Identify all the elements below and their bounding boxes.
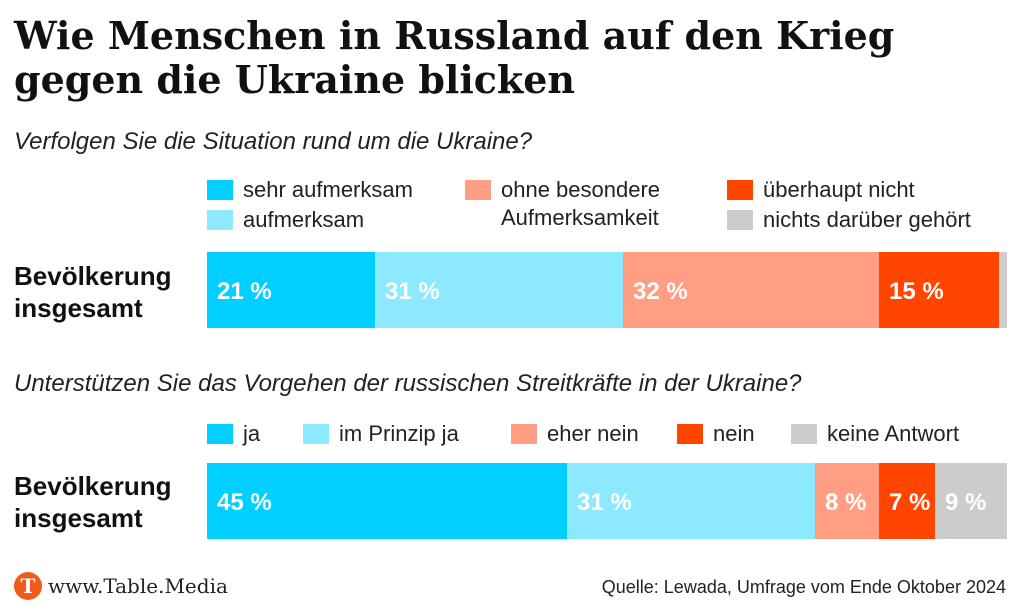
bar-value-label: 1: [1009, 278, 1022, 305]
bar-segment: [879, 252, 999, 328]
legend-label: im Prinzip ja: [339, 421, 459, 446]
chart-1-question: Verfolgen Sie die Situation rund um die …: [14, 128, 533, 155]
row-label-line: insgesamt: [14, 503, 143, 533]
bar-value-label: 32 %: [633, 278, 688, 305]
chart-2-question: Unterstützen Sie das Vorgehen der russis…: [14, 370, 802, 397]
footer-site: www.Table.Media: [48, 574, 228, 598]
legend-swatch: [465, 180, 491, 200]
bar-value-label: 7 %: [889, 489, 930, 516]
legend-label: ohne besondere: [501, 177, 661, 202]
bar-value-label: 31 %: [385, 278, 440, 305]
bar-segment: [623, 252, 879, 328]
legend-swatch: [511, 424, 537, 444]
chart-1-row-label: Bevölkerung insgesamt: [14, 260, 172, 324]
bar-value-label: 8 %: [825, 489, 866, 516]
bar-value-label: 31 %: [577, 489, 632, 516]
page-title: Wie Menschen in Russland auf den Krieg g…: [14, 13, 895, 102]
legend-label: überhaupt nicht: [763, 177, 915, 202]
bar-segment: [207, 252, 375, 328]
legend-label: nein: [713, 421, 755, 446]
legend-swatch: [677, 424, 703, 444]
bar-value-label: 45 %: [217, 489, 272, 516]
bar-segment: [567, 463, 815, 539]
legend-label: Aufmerksamkeit: [501, 205, 659, 230]
bar-segment: [935, 463, 1007, 539]
table-media-logo-icon: T: [14, 572, 42, 600]
legend-label: aufmerksam: [243, 207, 365, 232]
legend-swatch: [207, 180, 233, 200]
legend-label: keine Antwort: [827, 421, 960, 446]
legend-label: sehr aufmerksam: [243, 177, 413, 202]
bar-value-label: 21 %: [217, 278, 272, 305]
chart-2-legend: ja im Prinzip ja eher nein nein keine Antwor…: [207, 420, 1007, 452]
chart-2-row-label: Bevölkerung insgesamt: [14, 470, 172, 534]
legend-label: nichts darüber gehört: [763, 207, 971, 232]
legend-label: eher nein: [547, 421, 639, 446]
bar-segment: [375, 252, 623, 328]
bar-segment: [879, 463, 935, 539]
bar-value-label: 9 %: [945, 489, 986, 516]
legend-swatch: [303, 424, 329, 444]
bar-segment: [207, 463, 567, 539]
legend-label: ja: [243, 421, 261, 446]
chart-1-legend: sehr aufmerksam aufmerksam ohne besondere A…: [207, 176, 1007, 236]
row-label-line: Bevölkerung: [14, 261, 172, 291]
bar-segment: [999, 252, 1007, 328]
row-label-line: Bevölkerung: [14, 471, 172, 501]
legend-swatch: [727, 210, 753, 230]
legend-swatch: [207, 424, 233, 444]
bar-value-label: 15 %: [889, 278, 944, 305]
legend-swatch: [207, 210, 233, 230]
bar-segment: [815, 463, 879, 539]
footer-source: Quelle: Lewada, Umfrage vom Ende Oktober…: [601, 577, 1006, 597]
legend-swatch: [727, 180, 753, 200]
row-label-line: insgesamt: [14, 293, 143, 323]
legend-swatch: [791, 424, 817, 444]
